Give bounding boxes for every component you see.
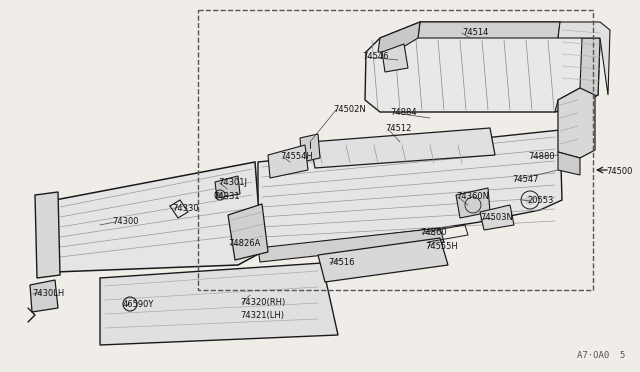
Polygon shape	[258, 130, 562, 250]
Text: 74826A: 74826A	[228, 239, 260, 248]
Text: 74546: 74546	[362, 52, 388, 61]
Polygon shape	[558, 22, 610, 95]
Polygon shape	[228, 204, 268, 260]
Polygon shape	[55, 162, 262, 272]
Polygon shape	[558, 88, 595, 158]
Text: 74554H: 74554H	[280, 152, 313, 161]
Polygon shape	[318, 238, 448, 282]
Polygon shape	[310, 128, 495, 168]
Text: 74500: 74500	[606, 167, 632, 176]
Text: 74360N: 74360N	[456, 192, 489, 201]
Text: 46590Y: 46590Y	[123, 300, 154, 309]
Polygon shape	[480, 205, 514, 230]
Polygon shape	[558, 152, 580, 175]
Polygon shape	[456, 188, 490, 218]
Polygon shape	[30, 280, 58, 312]
Text: 20553: 20553	[527, 196, 554, 205]
Text: 74884: 74884	[390, 108, 417, 117]
Circle shape	[218, 192, 223, 198]
Text: 74514: 74514	[462, 28, 488, 37]
Text: 74555H: 74555H	[425, 242, 458, 251]
Polygon shape	[35, 192, 60, 278]
Text: 74301J: 74301J	[218, 178, 247, 187]
Text: 74512: 74512	[385, 124, 412, 133]
Text: 74880: 74880	[528, 152, 555, 161]
Text: 74330: 74330	[172, 204, 198, 213]
Text: 74320(RH): 74320(RH)	[240, 298, 285, 307]
Text: 74503N: 74503N	[480, 213, 513, 222]
Text: 74860: 74860	[420, 228, 447, 237]
Polygon shape	[365, 22, 600, 112]
Text: 74300: 74300	[112, 217, 138, 226]
Polygon shape	[268, 145, 308, 178]
Text: 74516: 74516	[328, 258, 355, 267]
Text: 74547: 74547	[512, 175, 538, 184]
Text: 7430LH: 7430LH	[32, 289, 64, 298]
Polygon shape	[258, 228, 444, 262]
Text: A7·OA0  5: A7·OA0 5	[577, 351, 625, 360]
Polygon shape	[215, 176, 240, 198]
Circle shape	[525, 195, 535, 205]
Polygon shape	[555, 38, 600, 112]
Text: 74321(LH): 74321(LH)	[240, 311, 284, 320]
Polygon shape	[378, 22, 420, 52]
Text: 74331: 74331	[213, 192, 239, 201]
Polygon shape	[100, 263, 338, 345]
Polygon shape	[418, 22, 560, 38]
Text: 74502N: 74502N	[333, 105, 365, 114]
Polygon shape	[382, 44, 408, 72]
Polygon shape	[300, 134, 320, 162]
